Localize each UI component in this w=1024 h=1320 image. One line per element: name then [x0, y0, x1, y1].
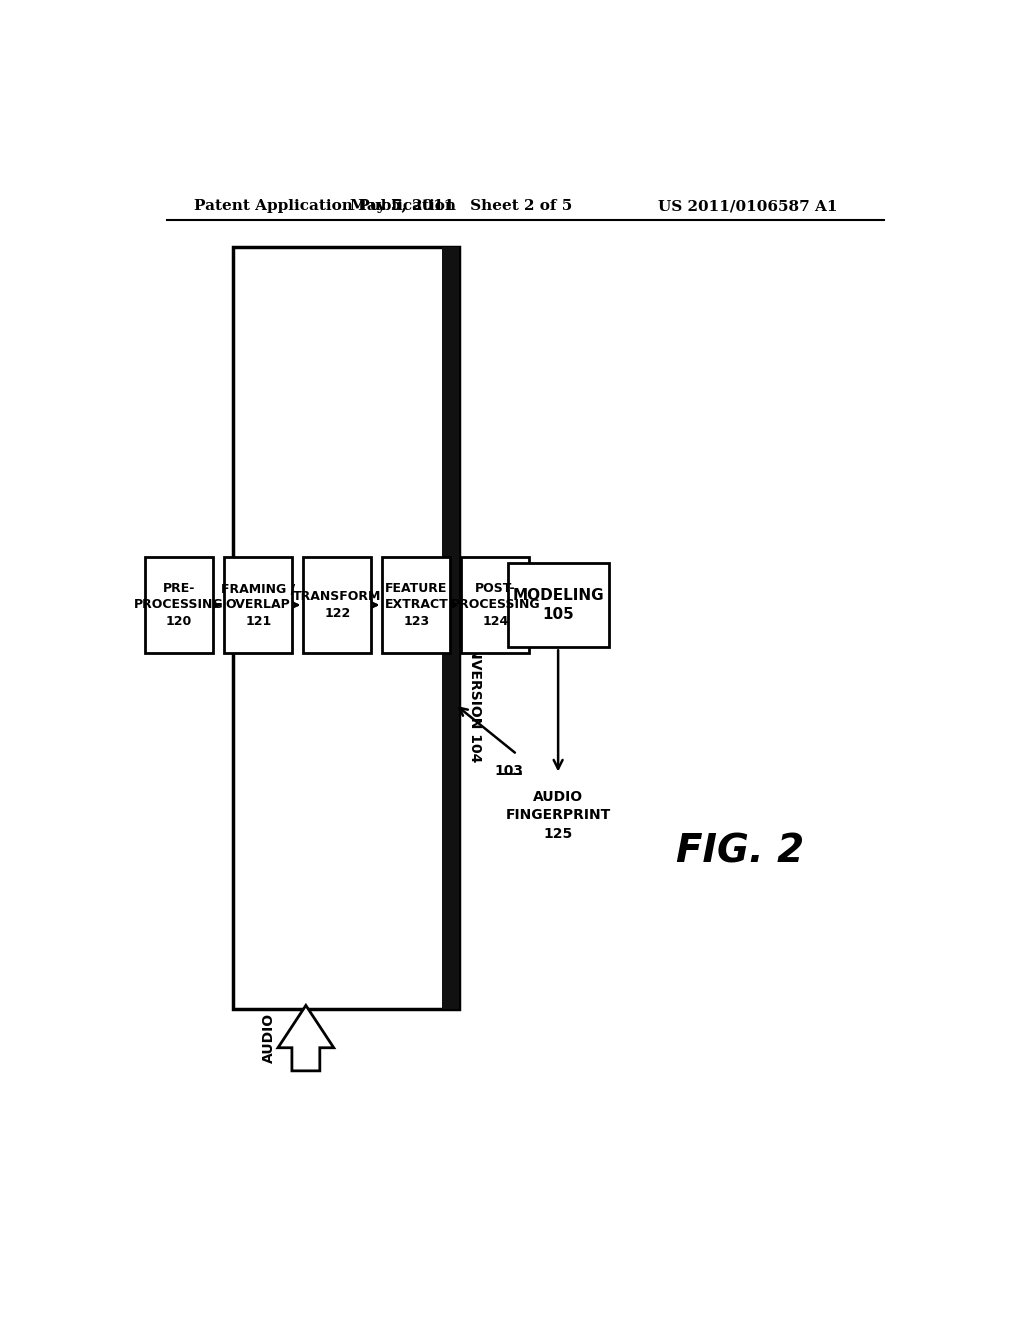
Text: FIG. 2: FIG. 2	[676, 833, 804, 870]
Bar	[461, 557, 529, 653]
Text: TRANSFORM
122: TRANSFORM 122	[293, 590, 381, 620]
Text: US 2011/0106587 A1: US 2011/0106587 A1	[658, 199, 838, 213]
Text: MODELING
105: MODELING 105	[512, 587, 604, 623]
Text: PRE-
PROCESSING
120: PRE- PROCESSING 120	[134, 582, 224, 628]
Bar	[382, 557, 451, 653]
Text: AUDIO: AUDIO	[262, 1012, 275, 1063]
Bar	[508, 562, 608, 647]
Bar	[303, 557, 372, 653]
Text: 103: 103	[495, 763, 524, 777]
Bar	[224, 557, 292, 653]
Text: Patent Application Publication: Patent Application Publication	[194, 199, 456, 213]
Bar	[232, 247, 459, 1010]
Bar	[145, 557, 213, 653]
Text: FRAMING /
OVERLAP
121: FRAMING / OVERLAP 121	[221, 582, 295, 628]
Text: AUDIO
FINGERPRINT
125: AUDIO FINGERPRINT 125	[506, 789, 610, 841]
FancyArrow shape	[278, 1006, 334, 1071]
Text: May 5, 2011   Sheet 2 of 5: May 5, 2011 Sheet 2 of 5	[350, 199, 572, 213]
Text: AUDIO CONVERSION 104: AUDIO CONVERSION 104	[468, 570, 482, 763]
Text: POST-
PROCESSING
124: POST- PROCESSING 124	[451, 582, 541, 628]
Bar	[442, 247, 459, 1010]
Text: FEATURE
EXTRACT
123: FEATURE EXTRACT 123	[384, 582, 449, 628]
